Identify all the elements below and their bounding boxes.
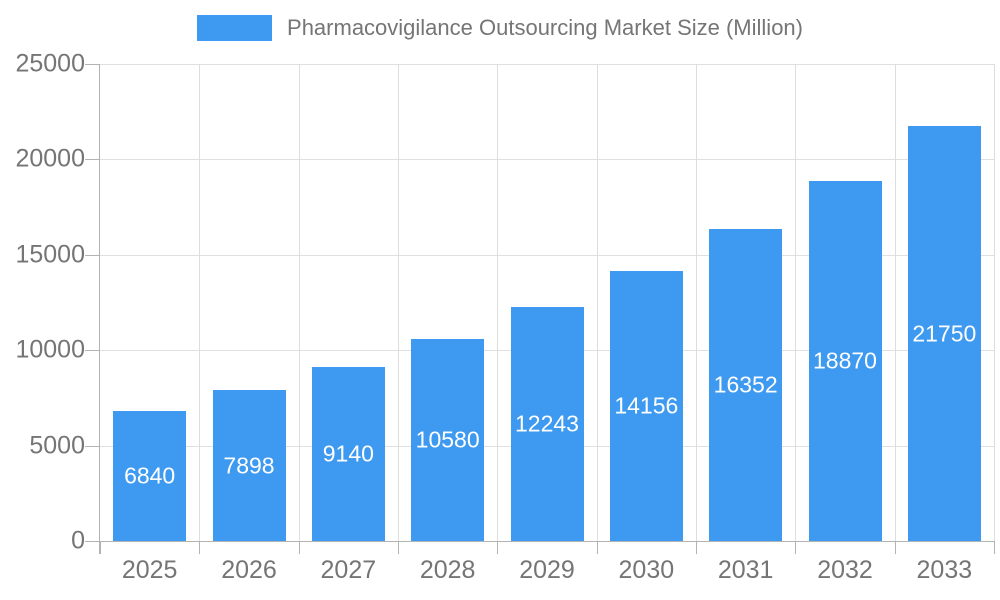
x-axis-tick	[994, 541, 995, 554]
x-axis-tick	[298, 541, 300, 554]
v-gridline	[298, 64, 300, 541]
x-axis-tick	[199, 541, 201, 554]
h-gridline	[100, 254, 994, 256]
y-axis-tick-label: 0	[71, 526, 85, 555]
x-axis-tick-label: 2033	[916, 556, 973, 584]
x-axis-tick-label: 2028	[419, 556, 476, 584]
x-axis-tick-label: 2025	[121, 556, 178, 584]
y-axis-tick-label: 10000	[15, 335, 85, 364]
y-axis-tick-label: 25000	[15, 49, 85, 78]
x-axis-tick	[497, 541, 499, 554]
bar-value-label: 12243	[515, 410, 579, 437]
h-gridline	[100, 159, 994, 161]
y-axis-tick	[85, 159, 100, 161]
bar-value-label: 7898	[223, 452, 275, 479]
bar-2032[interactable]	[808, 180, 882, 541]
x-axis-tick-label: 2031	[717, 556, 774, 584]
plot-area: 6840 7898 9140 10580 12243 14156 16352 18870 217…	[15, 50, 995, 584]
legend-swatch-icon	[197, 15, 273, 41]
y-axis-tick	[85, 254, 100, 256]
h-gridline	[100, 64, 994, 65]
v-gridline	[199, 64, 201, 541]
y-axis-line	[99, 64, 100, 554]
legend-label: Pharmacovigilance Outsourcing Market Siz…	[287, 15, 803, 40]
v-gridline	[894, 64, 896, 541]
bar-value-label: 10580	[415, 426, 480, 453]
v-gridline	[795, 64, 797, 541]
v-gridline	[398, 64, 399, 541]
bar-2028[interactable]	[411, 339, 485, 541]
bar-value-label: 6840	[124, 462, 176, 489]
y-axis-tick	[85, 541, 100, 542]
x-axis-tick-label: 2026	[221, 556, 277, 584]
bar-2029[interactable]	[510, 307, 584, 541]
bar-2030[interactable]	[609, 270, 683, 541]
y-axis-tick	[85, 350, 100, 352]
bar-2025[interactable]	[113, 410, 187, 541]
x-axis-tick-label: 2030	[618, 556, 675, 584]
bar-value-label: 21750	[912, 320, 977, 346]
y-axis-tick-label: 15000	[15, 240, 85, 269]
y-axis-tick	[85, 445, 100, 447]
bar-value-label: 9140	[322, 440, 374, 467]
legend-item[interactable]: Pharmacovigilance Outsourcing Market Siz…	[0, 15, 1000, 41]
bar-value-label: 18870	[813, 347, 877, 374]
x-axis-tick-label: 2029	[519, 556, 575, 584]
x-axis-tick	[100, 541, 101, 554]
x-axis-tick	[795, 541, 797, 554]
v-gridline	[994, 64, 995, 541]
x-axis-tick-label: 2027	[320, 556, 377, 584]
bar-2033[interactable]	[907, 126, 981, 541]
bar-2026[interactable]	[212, 390, 286, 541]
v-gridline	[497, 64, 499, 541]
x-axis-tick-label: 2032	[817, 556, 873, 584]
x-axis-tick	[398, 541, 399, 554]
bar-2027[interactable]	[311, 366, 385, 541]
bar-value-label: 16352	[713, 371, 778, 398]
bar-2031[interactable]	[709, 229, 783, 541]
x-axis-tick	[596, 541, 598, 554]
y-axis-tick	[85, 64, 100, 65]
y-axis-tick-label: 20000	[15, 144, 85, 173]
y-axis-tick-label: 5000	[29, 431, 85, 460]
v-gridline	[596, 64, 598, 541]
x-axis-line	[85, 541, 994, 542]
v-gridline	[696, 64, 697, 541]
x-axis-tick	[894, 541, 896, 554]
bar-value-label: 14156	[614, 392, 679, 419]
x-axis-tick	[696, 541, 697, 554]
